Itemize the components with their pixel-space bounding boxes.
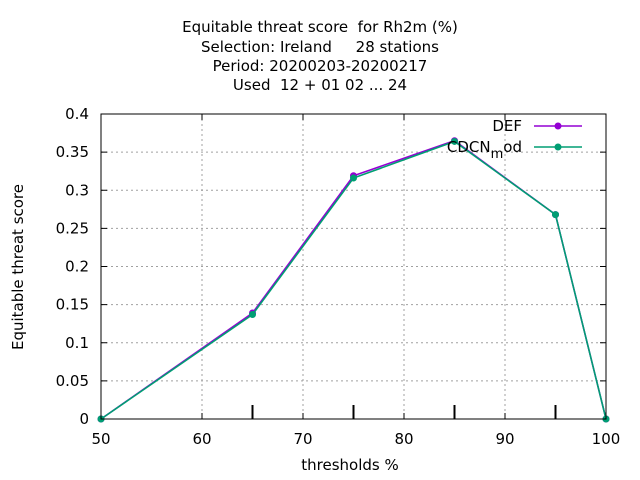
title-line-4: Used 12 + 01 02 ... 24 bbox=[232, 76, 408, 94]
data-point bbox=[350, 174, 357, 182]
y-axis-label: Equitable threat score bbox=[9, 183, 27, 351]
series-1 bbox=[97, 137, 610, 423]
y-tick-label: 0.35 bbox=[56, 143, 89, 161]
series-line bbox=[100, 140, 607, 420]
y-tick-label: 0.3 bbox=[65, 181, 89, 199]
title-line-3: Period: 20200203-20200217 bbox=[212, 57, 428, 75]
series-line bbox=[100, 139, 607, 420]
y-tick-label: 0.05 bbox=[56, 372, 89, 390]
x-axis-label: thresholds % bbox=[301, 456, 399, 474]
plot-frame bbox=[100, 113, 607, 420]
y-tick-label: 0.15 bbox=[56, 296, 89, 314]
series-layer bbox=[97, 137, 610, 423]
title-line-1: Equitable threat score for Rh2m (%) bbox=[182, 18, 458, 36]
data-point bbox=[451, 137, 458, 145]
y-tick-label: 0.2 bbox=[65, 258, 89, 276]
data-point bbox=[249, 311, 256, 319]
x-tick-label: 90 bbox=[495, 430, 514, 448]
grid bbox=[101, 114, 606, 419]
legend-label-def: DEF bbox=[492, 117, 522, 135]
legend-label-cdcn-mod: CDCNmod bbox=[447, 138, 522, 162]
x-tick-label: 100 bbox=[592, 430, 621, 448]
data-point bbox=[552, 211, 559, 219]
x-tick-label: 60 bbox=[192, 430, 211, 448]
legend: DEF CDCNmod bbox=[447, 117, 582, 162]
y-tick-label: 0.1 bbox=[65, 334, 89, 352]
x-tick-label: 70 bbox=[293, 430, 312, 448]
x-tick-label: 80 bbox=[394, 430, 413, 448]
legend-swatch-point bbox=[554, 143, 562, 151]
title-line-2: Selection: Ireland 28 stations bbox=[201, 38, 439, 56]
axis-ticks: 0 0.05 0.1 0.15 0.2 0.25 0.3 0.35 0.4 50 60 70 80 90 1… bbox=[56, 105, 621, 448]
legend-swatch-point bbox=[554, 122, 562, 130]
y-tick-label: 0 bbox=[79, 410, 89, 428]
y-tick-label: 0.4 bbox=[65, 105, 89, 123]
y-tick-label: 0.25 bbox=[56, 219, 89, 237]
x-tick-label: 50 bbox=[91, 430, 110, 448]
